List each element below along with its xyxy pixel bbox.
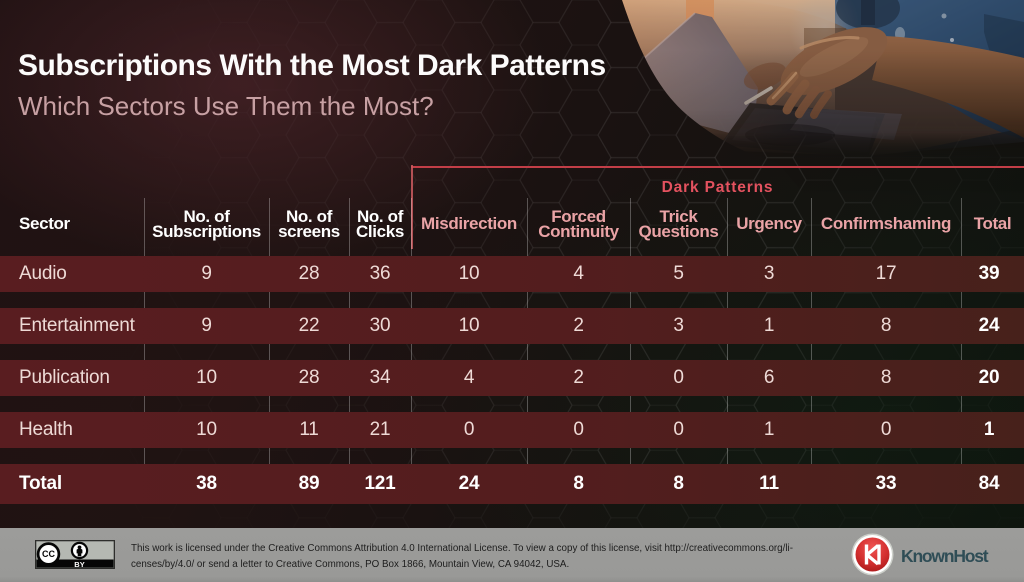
svg-text:BY: BY	[74, 560, 84, 569]
svg-text:CC: CC	[42, 549, 55, 559]
